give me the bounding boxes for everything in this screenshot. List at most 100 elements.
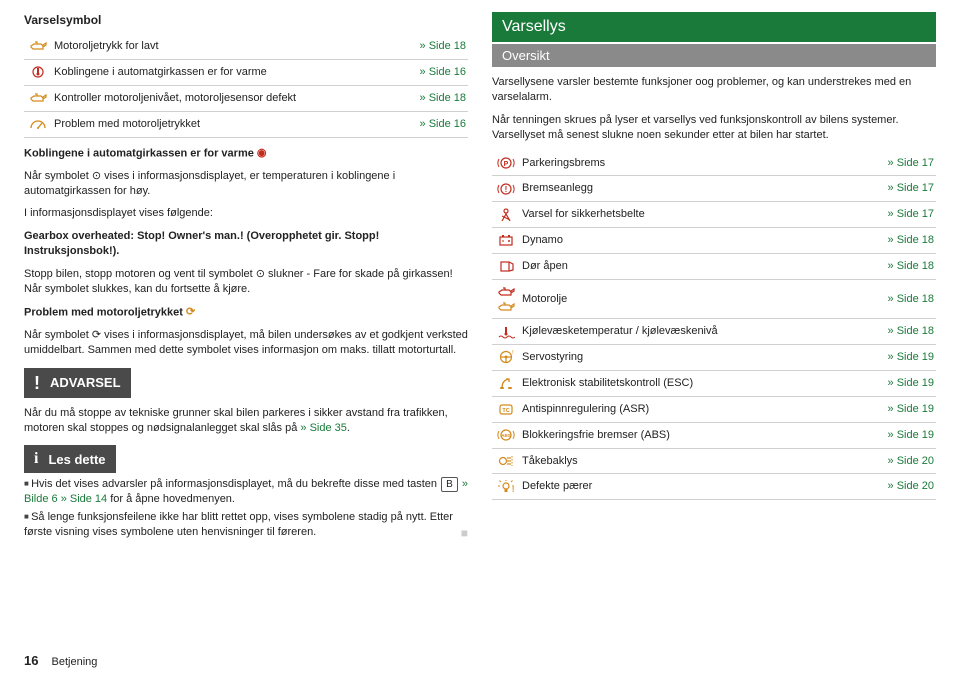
les-dette-label: Les dette <box>48 451 105 469</box>
row-text: Blokkeringsfrie bremser (ABS) <box>520 422 852 448</box>
row-page[interactable]: » Side 16 <box>397 111 468 137</box>
table-row: Koblingene i automatgirkassen er for var… <box>24 60 468 86</box>
section-name: Betjening <box>52 656 98 668</box>
row-page[interactable]: » Side 18 <box>852 319 936 345</box>
right-column: Varsellys Oversikt Varsellysene varsler … <box>492 12 936 543</box>
varselsymbol-heading: Varselsymbol <box>24 12 468 28</box>
row-text: Bremseanlegg <box>520 176 852 202</box>
seatbelt-icon <box>497 206 515 221</box>
table-row: Parkeringsbrems» Side 17 <box>492 151 936 176</box>
page-footer: 16 Betjening <box>24 652 97 670</box>
row-page[interactable]: » Side 16 <box>397 60 468 86</box>
table-row: Kontroller motoroljenivået, motoroljesen… <box>24 85 468 111</box>
list-item: Så lenge funksjonsfeilene ikke har blitt… <box>24 510 468 540</box>
gauge-icon: ⟳ <box>186 306 195 318</box>
table-row: Blokkeringsfrie bremser (ABS)» Side 19 <box>492 422 936 448</box>
row-text: Kjølevæsketemperatur / kjølevæskenivå <box>520 319 852 345</box>
problem-body: Når symbolet ⟳ vises i informasjonsdispl… <box>24 328 468 358</box>
row-page[interactable]: » Side 18 <box>852 279 936 319</box>
warning-icon: ! <box>34 371 40 395</box>
row-text: Servostyring <box>520 345 852 371</box>
row-page[interactable]: » Side 19 <box>852 371 936 397</box>
advarsel-text: Når du må stoppe av tekniske grunner ska… <box>24 406 468 436</box>
table-row: Servostyring» Side 19 <box>492 345 936 371</box>
koblingene-body-2: I informasjonsdisplayet vises følgende: <box>24 206 468 221</box>
row-page[interactable]: » Side 19 <box>852 396 936 422</box>
gauge-icon <box>29 116 47 131</box>
koblingene-body-1: Når symbolet ⊙ vises i informasjonsdispl… <box>24 169 468 199</box>
row-text: Dynamo <box>520 228 852 254</box>
table-row: Varsel for sikkerhetsbelte» Side 17 <box>492 202 936 228</box>
row-text: Varsel for sikkerhetsbelte <box>520 202 852 228</box>
table-row: Antispinnregulering (ASR)» Side 19 <box>492 396 936 422</box>
page-number: 16 <box>24 653 38 668</box>
table-row: Elektronisk stabilitetskontroll (ESC)» S… <box>492 371 936 397</box>
page-link[interactable]: » Side 35 <box>300 422 346 434</box>
row-page[interactable]: » Side 18 <box>397 85 468 111</box>
les-dette-header: i Les dette <box>24 445 116 473</box>
row-text: Problem med motoroljetrykket <box>52 111 397 137</box>
varsellys-heading: Varsellys <box>492 12 936 42</box>
list-item: Hvis det vises advarsler på informasjons… <box>24 477 468 507</box>
les-dette-list: Hvis det vises advarsler på informasjons… <box>24 477 468 540</box>
coolant-icon <box>497 323 515 338</box>
row-text: Parkeringsbrems <box>520 151 852 176</box>
row-page[interactable]: » Side 19 <box>852 422 936 448</box>
varselsymbol-table: Motoroljetrykk for lavt » Side 18 Koblin… <box>24 34 468 137</box>
intro-b: Når tenningen skrues på lyser et varsell… <box>492 113 936 143</box>
row-text: Tåkebaklys <box>520 448 852 474</box>
oil-can-icon <box>497 299 515 314</box>
oil-can-icon <box>29 38 47 53</box>
gearbox-message: Gearbox overheated: Stop! Owner's man.! … <box>24 229 468 259</box>
table-row: Dør åpen» Side 18 <box>492 253 936 279</box>
row-page[interactable]: » Side 18 <box>852 253 936 279</box>
table-row: Defekte pærer» Side 20 <box>492 474 936 500</box>
oil-can-icon <box>29 90 47 105</box>
info-icon: i <box>34 448 38 470</box>
row-page[interactable]: » Side 17 <box>852 202 936 228</box>
row-text: Elektronisk stabilitetskontroll (ESC) <box>520 371 852 397</box>
table-row: Motoroljetrykk for lavt » Side 18 <box>24 34 468 59</box>
rearfog-icon <box>497 453 515 468</box>
end-mark-icon: ■ <box>461 525 468 541</box>
abs-icon <box>497 427 515 442</box>
page-columns: Varselsymbol Motoroljetrykk for lavt » S… <box>24 12 936 543</box>
oil-can-icon <box>497 284 515 299</box>
left-column: Varselsymbol Motoroljetrykk for lavt » S… <box>24 12 468 543</box>
door-icon <box>497 258 515 273</box>
row-page[interactable]: » Side 17 <box>852 151 936 176</box>
row-page[interactable]: » Side 20 <box>852 448 936 474</box>
row-text: Koblingene i automatgirkassen er for var… <box>52 60 397 86</box>
advarsel-header: ! ADVARSEL <box>24 368 131 398</box>
problem-heading: Problem med motoroljetrykket ⟳ <box>24 305 468 320</box>
row-page[interactable]: » Side 19 <box>852 345 936 371</box>
parking-icon <box>497 155 515 170</box>
row-text: Dør åpen <box>520 253 852 279</box>
table-row: Dynamo» Side 18 <box>492 228 936 254</box>
row-text: Defekte pærer <box>520 474 852 500</box>
row-page[interactable]: » Side 18 <box>852 228 936 254</box>
table-row: Kjølevæsketemperatur / kjølevæskenivå» S… <box>492 319 936 345</box>
row-text: Motorolje <box>520 279 852 319</box>
varsellys-table: Parkeringsbrems» Side 17 Bremseanlegg» S… <box>492 151 936 501</box>
table-row: Bremseanlegg» Side 17 <box>492 176 936 202</box>
thermo-gear-icon: ◉ <box>257 147 267 159</box>
bulb-icon <box>497 478 515 493</box>
koblingene-body-3: Stopp bilen, stopp motoren og vent til s… <box>24 267 468 297</box>
advarsel-label: ADVARSEL <box>50 374 121 392</box>
esc-icon <box>497 375 515 390</box>
intro-a: Varsellysene varsler bestemte funksjoner… <box>492 75 936 105</box>
asr-icon <box>497 401 515 416</box>
oversikt-heading: Oversikt <box>492 44 936 68</box>
row-page[interactable]: » Side 20 <box>852 474 936 500</box>
row-page[interactable]: » Side 17 <box>852 176 936 202</box>
brake-icon <box>497 180 515 195</box>
table-row: Tåkebaklys» Side 20 <box>492 448 936 474</box>
table-row: Motorolje» Side 18 <box>492 279 936 319</box>
battery-icon <box>497 232 515 247</box>
row-text: Kontroller motoroljenivået, motoroljesen… <box>52 85 397 111</box>
key-b: B <box>441 477 458 492</box>
row-page[interactable]: » Side 18 <box>397 34 468 59</box>
row-text: Motoroljetrykk for lavt <box>52 34 397 59</box>
row-text: Antispinnregulering (ASR) <box>520 396 852 422</box>
